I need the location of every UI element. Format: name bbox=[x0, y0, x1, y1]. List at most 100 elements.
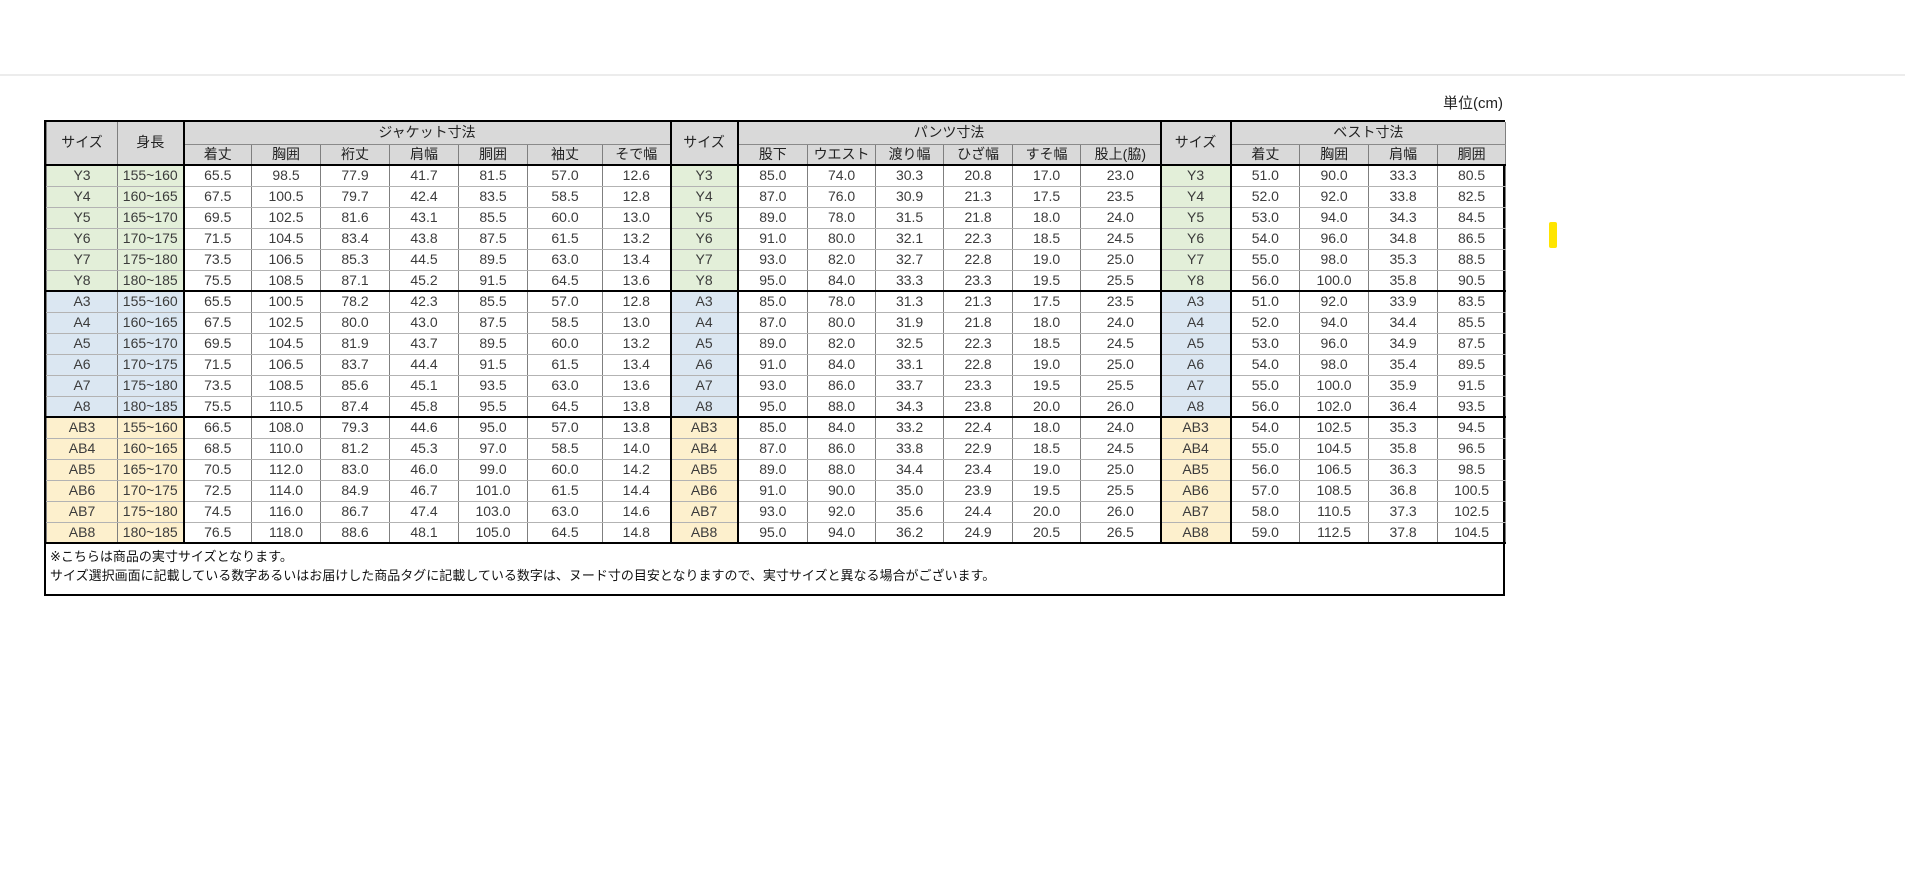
size-cell: Y5 bbox=[1159, 206, 1232, 229]
vest-value-cell: 94.5 bbox=[1437, 416, 1507, 439]
jacket-col-header: 袖丈 bbox=[527, 143, 603, 166]
height-cell: 175~180 bbox=[117, 374, 185, 397]
size-cell: AB7 bbox=[1159, 500, 1232, 523]
jacket-value-cell: 103.0 bbox=[458, 500, 528, 523]
size-cell: A6 bbox=[669, 353, 739, 376]
size-cell: Y7 bbox=[669, 248, 739, 271]
vest-value-cell: 86.5 bbox=[1437, 227, 1507, 250]
pants-value-cell: 31.9 bbox=[875, 311, 945, 334]
jacket-value-cell: 45.3 bbox=[389, 437, 459, 460]
pants-value-cell: 90.0 bbox=[807, 479, 877, 502]
size-cell: A6 bbox=[1159, 353, 1232, 376]
pants-value-cell: 24.9 bbox=[943, 521, 1014, 544]
jacket-value-cell: 81.2 bbox=[320, 437, 390, 460]
pants-value-cell: 19.5 bbox=[1012, 479, 1082, 502]
height-cell: 180~185 bbox=[117, 269, 185, 292]
jacket-value-cell: 43.7 bbox=[389, 332, 459, 355]
jacket-value-cell: 75.5 bbox=[182, 395, 252, 418]
vest-value-cell: 52.0 bbox=[1229, 185, 1301, 208]
vest-value-cell: 35.3 bbox=[1368, 248, 1439, 271]
height-cell: 170~175 bbox=[117, 353, 185, 376]
pants-col-header: 股下 bbox=[736, 143, 809, 166]
vest-value-cell: 92.0 bbox=[1299, 290, 1370, 313]
jacket-value-cell: 85.5 bbox=[458, 206, 528, 229]
vest-value-cell: 34.4 bbox=[1368, 311, 1439, 334]
jacket-value-cell: 12.8 bbox=[601, 185, 672, 208]
jacket-value-cell: 99.0 bbox=[458, 458, 528, 481]
size-cell: AB3 bbox=[46, 416, 118, 439]
pants-value-cell: 22.3 bbox=[943, 332, 1014, 355]
jacket-value-cell: 67.5 bbox=[182, 185, 252, 208]
size-cell: AB6 bbox=[669, 479, 739, 502]
size-cell: A3 bbox=[669, 290, 739, 313]
size-cell: AB8 bbox=[669, 521, 739, 544]
vest-value-cell: 102.5 bbox=[1299, 416, 1370, 439]
jacket-value-cell: 118.0 bbox=[251, 521, 321, 544]
pants-value-cell: 33.1 bbox=[875, 353, 945, 376]
footnote-actual-size: ※こちらは商品の実寸サイズとなります。 bbox=[50, 549, 293, 564]
pants-value-cell: 32.7 bbox=[875, 248, 945, 271]
size-cell: AB4 bbox=[46, 437, 118, 460]
size-cell: A5 bbox=[669, 332, 739, 355]
vest-value-cell: 54.0 bbox=[1229, 227, 1301, 250]
size-cell: Y6 bbox=[46, 227, 118, 250]
jacket-value-cell: 44.6 bbox=[389, 416, 459, 439]
vest-value-cell: 85.5 bbox=[1437, 311, 1507, 334]
jacket-value-cell: 75.5 bbox=[182, 269, 252, 292]
pants-value-cell: 95.0 bbox=[736, 395, 809, 418]
size-cell: AB4 bbox=[669, 437, 739, 460]
jacket-value-cell: 41.7 bbox=[389, 164, 459, 187]
jacket-value-cell: 63.0 bbox=[527, 248, 603, 271]
pants-value-cell: 89.0 bbox=[736, 458, 809, 481]
jacket-value-cell: 57.0 bbox=[527, 164, 603, 187]
size-cell: AB5 bbox=[669, 458, 739, 481]
jacket-value-cell: 45.8 bbox=[389, 395, 459, 418]
table-row: A3 155~160 65.5 100.5 78.2 42.3 85.5 57.0 12.8 A3… bbox=[46, 290, 1507, 313]
size-cell: A7 bbox=[46, 374, 118, 397]
pants-col-header: ひざ幅 bbox=[943, 143, 1014, 166]
pants-value-cell: 33.8 bbox=[875, 437, 945, 460]
jacket-value-cell: 60.0 bbox=[527, 332, 603, 355]
jacket-value-cell: 47.4 bbox=[389, 500, 459, 523]
jacket-value-cell: 65.5 bbox=[182, 290, 252, 313]
jacket-value-cell: 87.5 bbox=[458, 311, 528, 334]
pants-value-cell: 23.4 bbox=[943, 458, 1014, 481]
size-cell: A8 bbox=[669, 395, 739, 418]
jacket-value-cell: 14.4 bbox=[601, 479, 672, 502]
pants-value-cell: 21.3 bbox=[943, 290, 1014, 313]
pants-value-cell: 26.0 bbox=[1080, 500, 1162, 523]
vest-value-cell: 51.0 bbox=[1229, 164, 1301, 187]
size-cell: Y5 bbox=[669, 206, 739, 229]
vest-value-cell: 90.5 bbox=[1437, 269, 1507, 292]
size-cell: Y8 bbox=[46, 269, 118, 292]
pants-value-cell: 18.0 bbox=[1012, 206, 1082, 229]
pants-value-cell: 74.0 bbox=[807, 164, 877, 187]
pants-value-cell: 82.0 bbox=[807, 248, 877, 271]
pants-value-cell: 87.0 bbox=[736, 437, 809, 460]
jacket-value-cell: 100.5 bbox=[251, 290, 321, 313]
vest-value-cell: 90.0 bbox=[1299, 164, 1370, 187]
vest-value-cell: 89.5 bbox=[1437, 353, 1507, 376]
pants-value-cell: 36.2 bbox=[875, 521, 945, 544]
pants-value-cell: 34.4 bbox=[875, 458, 945, 481]
pants-value-cell: 17.0 bbox=[1012, 164, 1082, 187]
jacket-value-cell: 14.0 bbox=[601, 437, 672, 460]
pants-col-header: 渡り幅 bbox=[875, 143, 945, 166]
jacket-value-cell: 58.5 bbox=[527, 185, 603, 208]
height-column-header: 身長 bbox=[117, 122, 185, 166]
vest-value-cell: 51.0 bbox=[1229, 290, 1301, 313]
jacket-value-cell: 61.5 bbox=[527, 227, 603, 250]
jacket-value-cell: 89.5 bbox=[458, 332, 528, 355]
size-cell: AB6 bbox=[46, 479, 118, 502]
vest-value-cell: 100.0 bbox=[1299, 374, 1370, 397]
jacket-group-header: ジャケット寸法 bbox=[182, 122, 672, 145]
pants-value-cell: 25.0 bbox=[1080, 353, 1162, 376]
pants-value-cell: 24.4 bbox=[943, 500, 1014, 523]
jacket-value-cell: 74.5 bbox=[182, 500, 252, 523]
pants-value-cell: 18.5 bbox=[1012, 227, 1082, 250]
table-row: AB8 180~185 76.5 118.0 88.6 48.1 105.0 64.5 14.8… bbox=[46, 521, 1507, 544]
size-cell: AB3 bbox=[669, 416, 739, 439]
vest-value-cell: 100.5 bbox=[1437, 479, 1507, 502]
pants-value-cell: 86.0 bbox=[807, 437, 877, 460]
size-cell: A8 bbox=[46, 395, 118, 418]
